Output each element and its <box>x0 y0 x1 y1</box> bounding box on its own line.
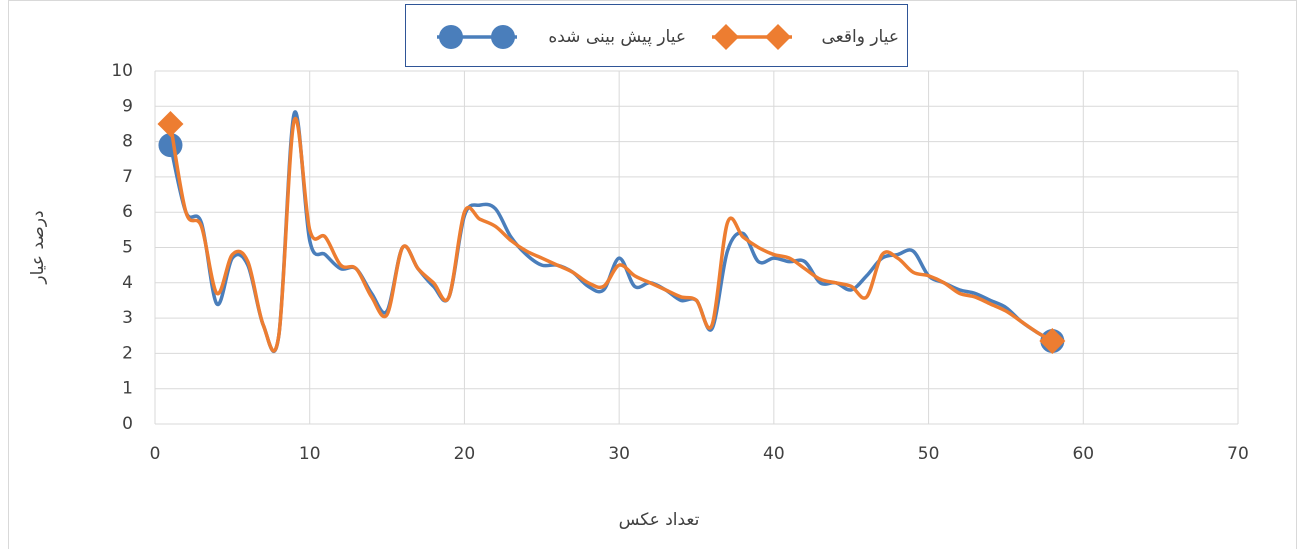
y-tick-label: 8 <box>122 132 133 152</box>
marker <box>491 25 515 49</box>
marker <box>439 25 463 49</box>
x-tick-label: 10 <box>299 444 321 464</box>
x-tick-label: 30 <box>608 444 630 464</box>
y-tick-label: 0 <box>122 414 133 434</box>
x-tick-label: 70 <box>1227 444 1249 464</box>
x-tick-label: 0 <box>150 444 161 464</box>
y-tick-label: 6 <box>122 202 133 222</box>
marker <box>713 24 739 50</box>
y-tick-label: 1 <box>122 379 133 399</box>
series-line <box>168 116 1054 353</box>
marker <box>157 110 184 137</box>
y-tick-label: 3 <box>122 308 133 328</box>
legend-label: عیار واقعی <box>822 27 900 47</box>
chart-border <box>8 0 1297 549</box>
legend-label: عیار پیش بینی شده <box>548 27 686 47</box>
y-axis-title: درصد عیار <box>28 210 48 284</box>
y-tick-label: 2 <box>122 343 133 363</box>
x-axis-title: تعداد عکس <box>619 510 700 530</box>
y-tick-label: 4 <box>122 273 133 293</box>
x-tick-label: 20 <box>454 444 476 464</box>
y-tick-label: 5 <box>122 238 133 258</box>
y-tick-label: 7 <box>122 167 133 187</box>
x-tick-label: 60 <box>1072 444 1094 464</box>
marker <box>1039 328 1066 355</box>
marker <box>765 24 791 50</box>
series-line <box>168 110 1054 354</box>
x-tick-label: 40 <box>763 444 785 464</box>
y-tick-label: 10 <box>111 61 133 81</box>
y-tick-label: 9 <box>122 96 133 116</box>
x-tick-label: 50 <box>918 444 940 464</box>
